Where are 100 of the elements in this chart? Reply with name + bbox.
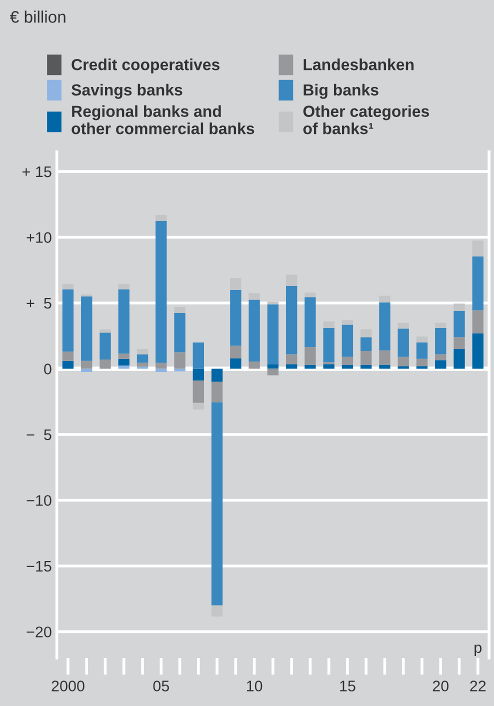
y-tick-label: 0: [44, 364, 52, 374]
bar: [267, 302, 279, 304]
y-tick-label: −20: [26, 626, 52, 638]
bar: [248, 300, 260, 362]
y-tick-label: −15: [26, 560, 52, 572]
bar: [267, 304, 279, 364]
x-tick-label: 20: [432, 680, 449, 692]
bar: [192, 342, 204, 369]
bar: [248, 362, 260, 369]
bar: [416, 336, 428, 342]
bar: [156, 214, 167, 221]
bar: [416, 358, 428, 366]
bar: [156, 368, 167, 372]
bar: [136, 354, 148, 363]
legend-label: Landesbanken: [304, 58, 414, 70]
bar: [416, 366, 428, 369]
x-tick-label: 05: [153, 680, 170, 692]
bar: [230, 278, 242, 290]
bar: [342, 320, 354, 325]
bar: [472, 240, 484, 256]
bar: [267, 368, 279, 376]
bar: [379, 302, 390, 350]
bar: [136, 362, 148, 367]
bar: [472, 333, 484, 369]
bar: [81, 296, 92, 361]
bar: [360, 350, 372, 365]
bar: [174, 368, 186, 372]
bar: [118, 365, 130, 369]
bar: [398, 366, 409, 369]
bar: [360, 329, 372, 338]
bar: [286, 364, 298, 369]
bar: [379, 364, 390, 369]
bar: [435, 322, 446, 328]
bar: [323, 364, 334, 369]
bar: [454, 349, 465, 369]
y-tick-label: + 15: [22, 166, 52, 178]
bar: [398, 328, 409, 357]
x-tick-label: 22: [470, 680, 486, 692]
bar: [379, 350, 390, 365]
bar: [342, 356, 354, 365]
bar: [323, 328, 334, 362]
bar: [304, 297, 316, 348]
legend-label: Regional banks and other commercial banks: [72, 105, 254, 134]
bar: [118, 289, 130, 354]
bar: [230, 290, 242, 346]
bar: [192, 380, 204, 403]
bar: [304, 292, 316, 298]
bar: [192, 402, 204, 410]
bar: [379, 296, 390, 302]
bar: [62, 289, 74, 352]
bar: [192, 368, 204, 381]
bar: [267, 364, 279, 369]
bar: [435, 328, 446, 354]
bar: [286, 274, 298, 286]
bar: [100, 329, 111, 333]
bar: [211, 402, 223, 606]
bar: [248, 293, 260, 300]
bar: [360, 337, 372, 351]
bar: [118, 358, 130, 366]
bar: [323, 321, 334, 328]
bar: [81, 360, 92, 369]
x-tick-label: 15: [340, 680, 356, 692]
bar: [81, 368, 92, 372]
bar: [136, 349, 148, 354]
bar: [62, 352, 74, 361]
bar: [416, 342, 428, 359]
bar: [230, 358, 242, 369]
legend-label: Other categories of banks¹: [303, 105, 429, 134]
bar: [304, 364, 316, 369]
bar: [156, 362, 167, 369]
y-tick-label: −10: [26, 495, 52, 506]
bar: [454, 310, 465, 338]
bar: [472, 256, 484, 310]
bar: [398, 322, 409, 329]
bar: [230, 346, 242, 358]
bar: [286, 286, 298, 354]
bar: [118, 354, 130, 359]
x-tick-label: 10: [246, 680, 262, 692]
legend-label: Credit cooperatives: [72, 58, 220, 74]
bar: [174, 306, 186, 313]
y-tick-label: +10: [26, 232, 52, 243]
bar: [62, 360, 74, 369]
bar: [454, 337, 465, 350]
bar: [156, 220, 167, 363]
bar: [211, 382, 223, 402]
bar: [211, 368, 223, 382]
bar: [435, 354, 446, 360]
annotation: p: [474, 644, 482, 656]
bar: [435, 360, 446, 369]
bar: [304, 347, 316, 365]
bar: [472, 310, 484, 334]
bar: [118, 284, 130, 290]
bar: [342, 324, 354, 357]
bar: [100, 360, 111, 369]
legend-label: Savings banks: [72, 84, 182, 99]
bar: [211, 605, 223, 617]
bar: [174, 312, 186, 352]
legend-label: Big banks: [304, 84, 378, 99]
chart-title: € billion: [10, 10, 66, 23]
bar: [100, 332, 111, 360]
